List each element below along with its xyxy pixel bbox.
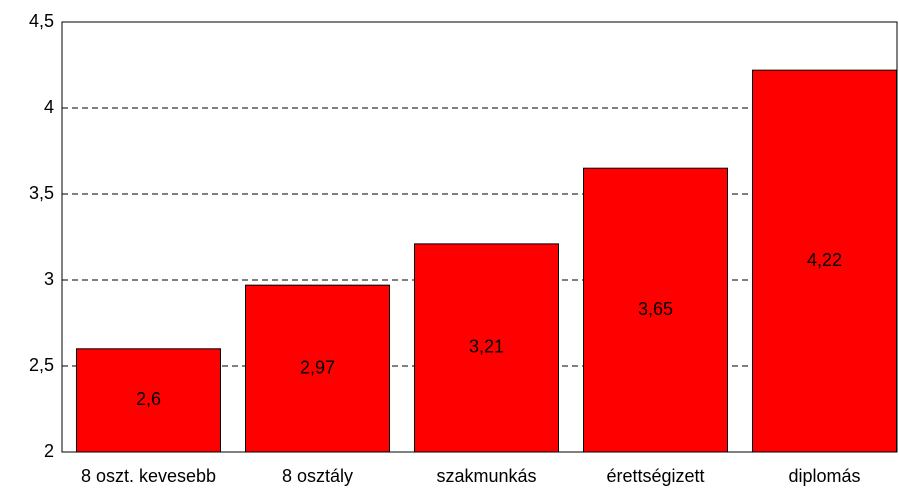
y-tick-label: 2,5 bbox=[29, 355, 54, 375]
y-tick-label: 4 bbox=[44, 97, 54, 117]
data-label: 2,6 bbox=[136, 389, 161, 409]
data-label: 3,65 bbox=[638, 299, 673, 319]
plot-border bbox=[61, 21, 898, 453]
x-tick-label: 8 oszt. kevesebb bbox=[81, 466, 216, 486]
y-tick-label: 3,5 bbox=[29, 183, 54, 203]
x-tick-label: szakmunkás bbox=[436, 466, 536, 486]
x-tick-label: diplomás bbox=[788, 466, 860, 486]
y-tick-label: 4,5 bbox=[29, 11, 54, 31]
bar bbox=[583, 167, 728, 453]
data-label: 2,97 bbox=[300, 357, 335, 377]
x-tick-label: 8 osztály bbox=[282, 466, 353, 486]
x-tick-label: érettségizett bbox=[606, 466, 704, 486]
bar bbox=[76, 348, 221, 453]
y-tick-label: 3 bbox=[44, 269, 54, 289]
data-label: 4,22 bbox=[807, 250, 842, 270]
bar bbox=[245, 284, 390, 453]
y-tick-label: 2 bbox=[44, 441, 54, 461]
bar bbox=[414, 243, 559, 453]
data-label: 3,21 bbox=[469, 337, 504, 357]
